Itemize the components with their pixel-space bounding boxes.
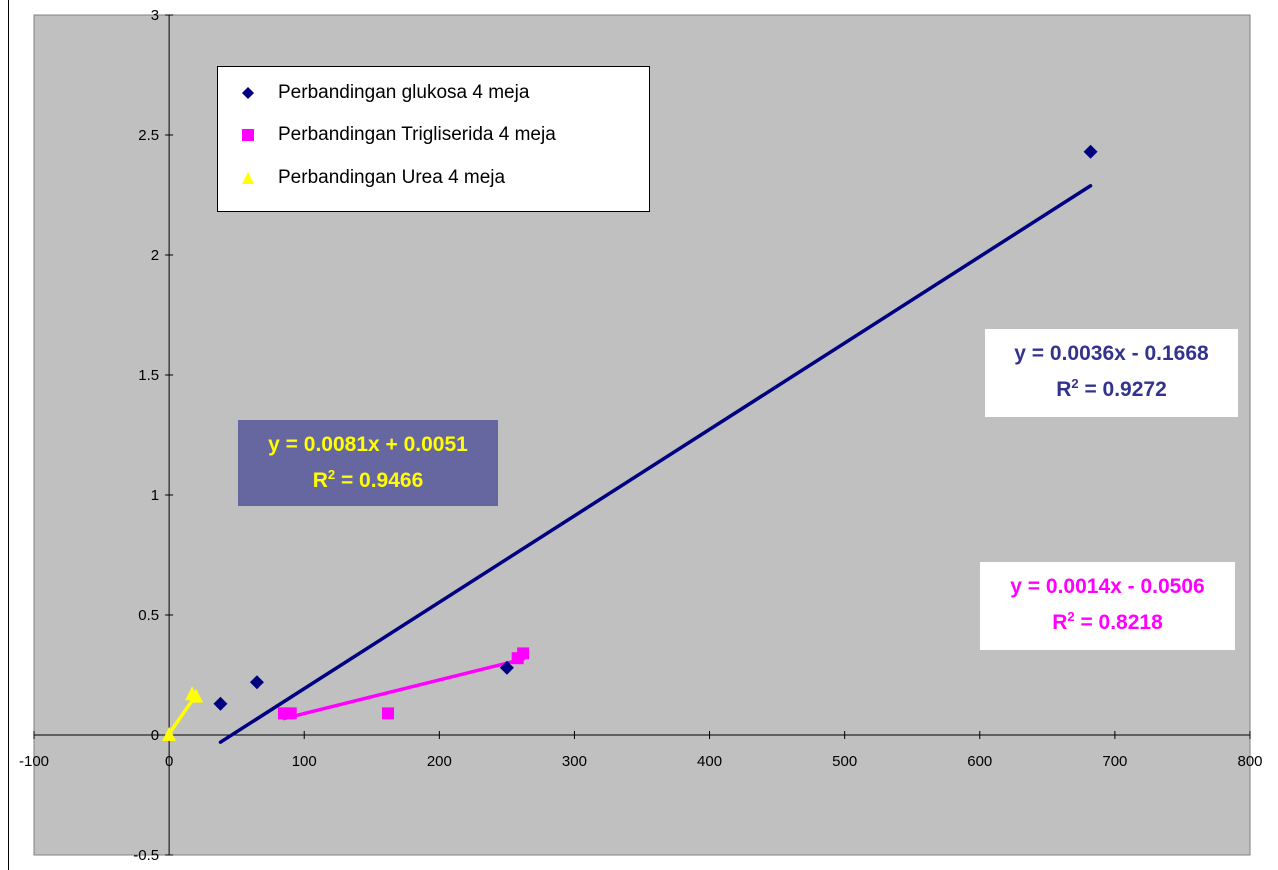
r-squared-label: R — [1056, 378, 1072, 401]
y-tick-label: -0.5 — [133, 847, 159, 864]
r-squared-text: R2 = 0.8218 — [980, 602, 1235, 638]
legend: Perbandingan glukosa 4 meja Perbandingan… — [217, 66, 650, 212]
r-squared-label: R — [1052, 611, 1068, 634]
y-tick-label: 2.5 — [138, 127, 159, 144]
legend-item-urea: Perbandingan Urea 4 meja — [218, 158, 505, 198]
trendline-equation-urea: y = 0.0081x + 0.0051 R2 = 0.9466 — [238, 420, 498, 506]
triangle-marker-icon — [218, 171, 278, 185]
x-tick-label: 200 — [427, 753, 452, 770]
equation-text: y = 0.0081x + 0.0051 — [268, 433, 468, 456]
y-tick-label: 3 — [151, 7, 159, 24]
squared-superscript: 2 — [1071, 376, 1079, 391]
frame-border — [8, 0, 9, 870]
x-tick-label: 600 — [967, 753, 992, 770]
x-tick-label: -100 — [19, 753, 49, 770]
data-point-triangle — [162, 727, 177, 741]
r-squared-value: = 0.9466 — [335, 469, 424, 492]
trendline-equation-trigliserida: y = 0.0014x - 0.0506 R2 = 0.8218 — [980, 562, 1235, 650]
data-point-triangle — [189, 688, 204, 703]
y-tick-label: 1.5 — [138, 367, 159, 384]
x-tick-label: 800 — [1237, 753, 1262, 770]
axes — [33, 14, 1251, 856]
legend-label: Perbandingan Urea 4 meja — [278, 167, 506, 188]
trendline-equation-glukosa: y = 0.0036x - 0.1668 R2 = 0.9272 — [985, 329, 1238, 417]
x-tick-label: 700 — [1102, 753, 1127, 770]
data-point-diamond — [499, 660, 514, 675]
legend-item-trigliserida: Perbandingan Trigliserida 4 meja — [218, 115, 556, 155]
legend-item-glukosa: Perbandingan glukosa 4 meja — [218, 73, 529, 113]
equation-text: y = 0.0014x - 0.0506 — [1010, 575, 1205, 598]
trendline-series-1 — [282, 657, 525, 721]
y-tick-label: 2 — [151, 247, 159, 264]
x-tick-label: 400 — [697, 753, 722, 770]
data-markers — [162, 144, 1098, 741]
tick-labels: -100 0 100 200 300 400 500 600 700 800 -0.5 0 0.5 1 1.… — [19, 7, 1263, 864]
data-point-diamond — [1083, 144, 1098, 159]
y-tick-label: 0.5 — [138, 607, 159, 624]
data-point-square — [517, 647, 530, 660]
data-point-diamond — [213, 696, 228, 711]
r-squared-label: R — [312, 469, 328, 492]
y-tick-label: 1 — [151, 487, 159, 504]
data-point-square — [381, 707, 394, 720]
r-squared-value: = 0.9272 — [1078, 378, 1167, 401]
x-tick-label: 500 — [832, 753, 857, 770]
squared-superscript: 2 — [1067, 609, 1075, 624]
legend-label: Perbandingan Trigliserida 4 meja — [278, 124, 556, 145]
diamond-marker-icon — [218, 86, 278, 100]
equation-text: y = 0.0036x - 0.1668 — [1014, 342, 1209, 365]
square-marker-icon — [218, 128, 278, 142]
r-squared-text: R2 = 0.9272 — [985, 369, 1238, 405]
x-tick-label: 0 — [165, 753, 173, 770]
squared-superscript: 2 — [327, 467, 336, 482]
r-squared-value: = 0.8218 — [1074, 611, 1163, 634]
data-point-diamond — [249, 675, 264, 690]
r-squared-text: R2 = 0.9466 — [238, 460, 498, 496]
legend-label: Perbandingan glukosa 4 meja — [278, 82, 530, 103]
trendline-series-0 — [218, 184, 1093, 744]
x-tick-label: 100 — [292, 753, 317, 770]
x-tick-label: 300 — [562, 753, 587, 770]
y-tick-label: 0 — [151, 727, 159, 744]
data-point-square — [284, 707, 297, 720]
